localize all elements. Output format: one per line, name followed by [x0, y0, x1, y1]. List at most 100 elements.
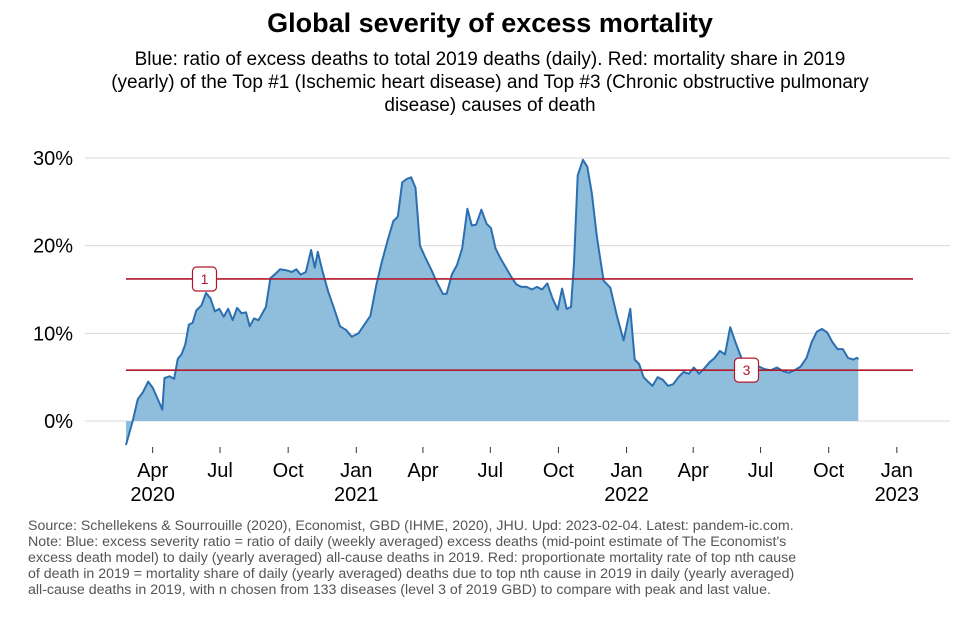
series-point — [591, 192, 593, 194]
series-point — [357, 332, 360, 334]
x-tick-year-label: 2023 — [875, 484, 920, 506]
series-point — [826, 331, 828, 334]
series-point — [209, 297, 211, 299]
series-point — [677, 376, 680, 378]
series-point — [285, 269, 287, 271]
series-point — [703, 367, 705, 369]
series-point — [327, 290, 329, 292]
y-tick-label: 30% — [33, 148, 73, 170]
series-point — [192, 322, 194, 324]
series-point — [719, 350, 721, 352]
series-point — [816, 331, 818, 333]
series-point — [821, 328, 823, 330]
series-point — [249, 325, 251, 327]
series-point — [582, 159, 584, 161]
series-point — [339, 325, 341, 327]
subtitle-line: disease) causes of death — [384, 95, 596, 116]
series-point — [451, 274, 453, 276]
series-point — [842, 348, 844, 350]
series-point — [125, 444, 127, 446]
series-point — [132, 420, 134, 422]
series-point — [300, 274, 302, 276]
series-point — [573, 262, 575, 264]
x-tick-year-label: 2021 — [334, 484, 379, 506]
series-point — [363, 324, 365, 326]
series-point — [520, 286, 523, 288]
series-point — [279, 268, 281, 270]
chart-title: Global severity of excess mortality — [267, 8, 713, 38]
footer-note-line: of death in 2019 = mortality share of da… — [28, 566, 795, 582]
series-point — [557, 309, 559, 311]
series-point — [856, 357, 858, 359]
series-point — [471, 224, 473, 227]
series-point — [442, 293, 444, 295]
y-tick-label: 0% — [44, 411, 73, 433]
series-point — [414, 187, 417, 189]
series-point — [369, 315, 371, 317]
x-tick-label: Jul — [748, 460, 774, 482]
series-point — [837, 348, 839, 350]
series-area — [126, 159, 859, 445]
series-point — [265, 306, 267, 308]
subtitle-line: Blue: ratio of excess deaths to total 20… — [134, 49, 846, 70]
series-point — [643, 376, 645, 378]
series-point — [708, 361, 711, 363]
series-point — [218, 308, 220, 310]
series-point — [157, 398, 159, 400]
series-point — [397, 216, 399, 218]
series-point — [236, 307, 238, 309]
series-point — [291, 271, 293, 273]
series-point — [570, 306, 572, 308]
series-point — [683, 371, 685, 373]
series-point — [345, 329, 347, 331]
series-point — [214, 310, 216, 312]
series-point — [424, 256, 426, 258]
series-point — [551, 297, 554, 299]
series-point — [494, 247, 497, 249]
series-point — [667, 385, 669, 387]
series-point — [332, 305, 334, 307]
series-point — [137, 398, 139, 400]
series-point — [142, 391, 144, 393]
series-point — [223, 316, 225, 318]
series-point — [466, 208, 468, 210]
series-point — [195, 309, 197, 312]
series-point — [546, 282, 548, 284]
series-point — [515, 283, 517, 285]
series-point — [693, 366, 695, 369]
series-point — [698, 373, 700, 375]
footer-note-line: Note: Blue: excess severity ratio = rati… — [28, 534, 787, 550]
series-point — [541, 288, 543, 291]
series-point — [847, 357, 849, 359]
series-point — [480, 209, 482, 211]
series-point — [577, 174, 579, 177]
series-point — [536, 286, 538, 288]
series-point — [232, 319, 234, 321]
series-point — [629, 308, 631, 310]
series-point — [526, 286, 528, 288]
series-point — [430, 268, 432, 270]
series-point — [647, 381, 649, 383]
series-point — [805, 357, 808, 359]
x-tick-label: Jul — [478, 460, 504, 482]
series-point — [380, 262, 383, 264]
series-point — [724, 353, 726, 355]
series-point — [657, 376, 659, 378]
series-point — [688, 373, 690, 375]
y-tick-label: 20% — [33, 236, 73, 258]
x-tick-label: Jan — [881, 460, 913, 482]
series-point — [714, 357, 716, 359]
series-point — [314, 267, 316, 269]
series-point — [253, 317, 255, 319]
series-point — [351, 336, 353, 338]
series-point — [638, 363, 640, 365]
series-point — [461, 247, 463, 249]
x-tick-label: Jan — [610, 460, 642, 482]
series-point — [776, 366, 778, 369]
series-point — [177, 358, 179, 360]
series-point — [788, 372, 790, 374]
series-point — [734, 341, 737, 343]
series-point — [623, 339, 625, 341]
series-point — [410, 176, 412, 178]
series-point — [205, 292, 207, 294]
